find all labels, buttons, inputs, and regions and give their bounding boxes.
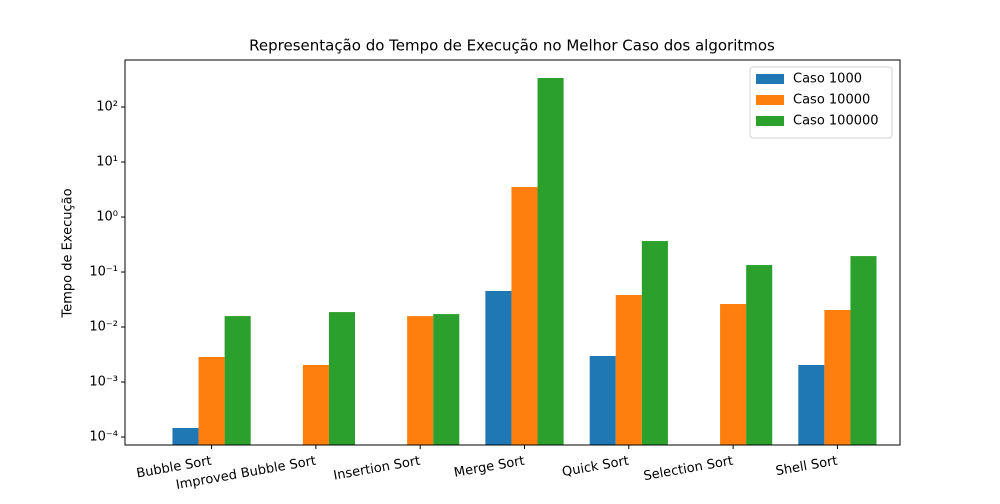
- legend-box: [749, 66, 893, 139]
- bar: [798, 364, 825, 445]
- chart-title: Representação do Tempo de Execução no Me…: [249, 37, 775, 55]
- y-tick-label: 10⁻³: [89, 375, 118, 390]
- bar: [850, 256, 877, 445]
- x-tick-label: Selection Sort: [642, 454, 734, 485]
- plot-frame: [124, 59, 901, 446]
- bar: [824, 309, 851, 445]
- bar: [641, 241, 668, 445]
- y-tick-label: 10⁰: [96, 210, 118, 225]
- y-axis-label: Tempo de Execução: [61, 188, 76, 318]
- bar: [302, 364, 329, 445]
- legend-swatch: [756, 74, 784, 84]
- bar: [224, 316, 251, 445]
- y-tick-label: 10²: [96, 100, 118, 115]
- x-tick-label: Quick Sort: [561, 454, 630, 481]
- legend-label: Caso 1000: [793, 72, 862, 87]
- legend-label: Caso 100000: [793, 114, 879, 129]
- bar: [746, 265, 773, 445]
- bar: [485, 290, 512, 445]
- y-tick-label: 10⁻⁴: [89, 430, 118, 445]
- bar: [537, 78, 564, 445]
- y-tick-label: 10¹: [96, 155, 118, 170]
- bar: [172, 427, 199, 445]
- bar: [615, 295, 642, 445]
- bar: [328, 312, 355, 445]
- bar: [433, 314, 460, 445]
- bar: [198, 357, 225, 445]
- y-tick-label: 10⁻²: [89, 320, 118, 335]
- y-tick-label: 10⁻¹: [89, 265, 118, 280]
- bar: [407, 316, 434, 445]
- x-tick-label: Shell Sort: [775, 454, 839, 480]
- legend-swatch: [756, 95, 784, 105]
- bar: [720, 304, 747, 445]
- legend-label: Caso 10000: [793, 93, 870, 108]
- bar: [511, 187, 538, 445]
- x-tick-label: Insertion Sort: [332, 454, 421, 484]
- legend-swatch: [756, 116, 784, 126]
- bar: [589, 356, 616, 445]
- x-tick-label: Merge Sort: [453, 454, 526, 481]
